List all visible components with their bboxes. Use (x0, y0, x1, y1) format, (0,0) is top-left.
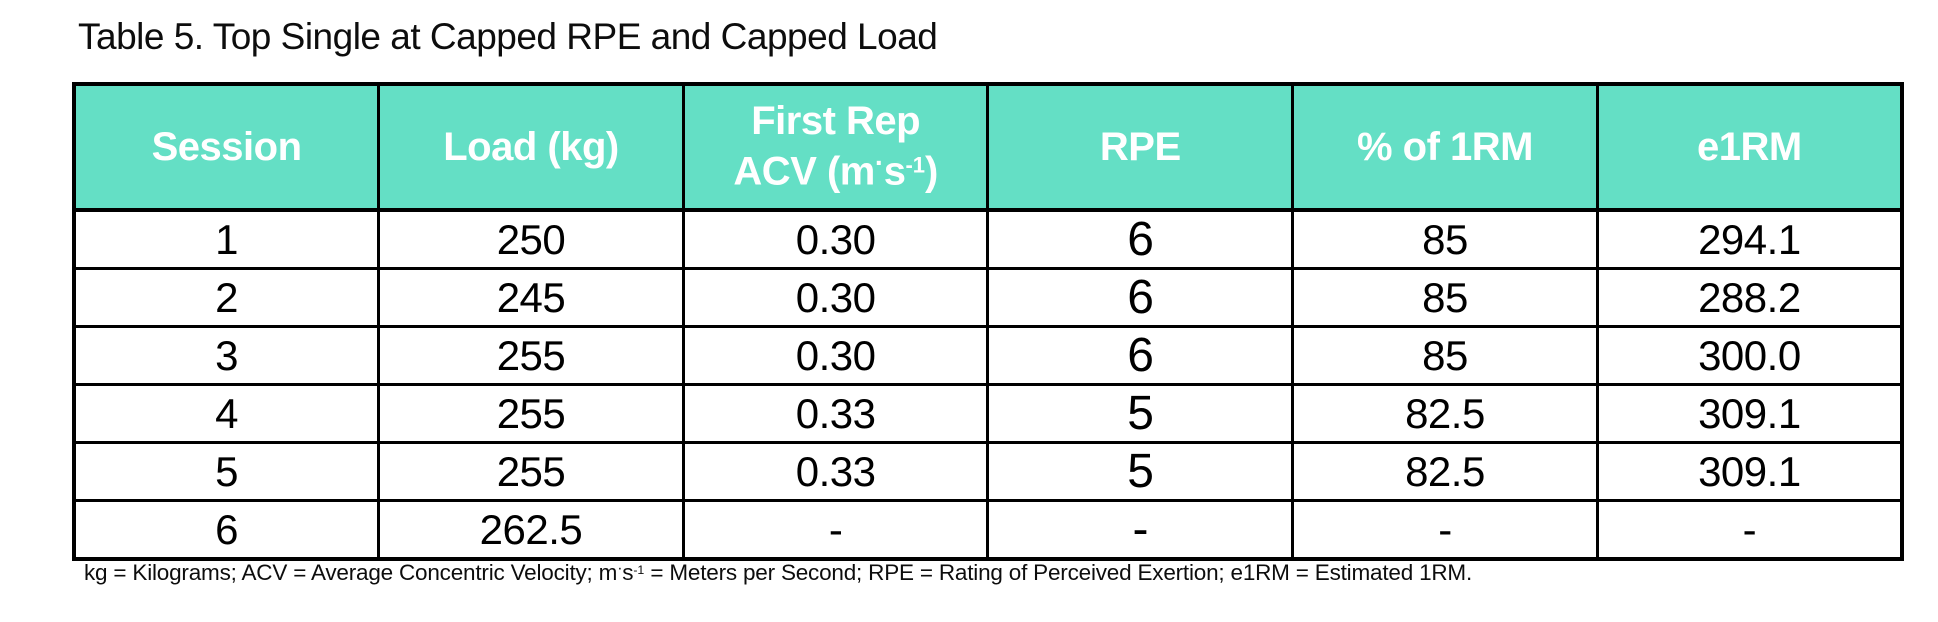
cell-e1rm: 309.1 (1595, 383, 1904, 444)
cell-rpe: 5 (986, 441, 1295, 502)
cell-acv: 0.30 (681, 325, 990, 386)
column-header-load-label: Load (kg) (443, 124, 619, 169)
column-header-acv-s: s (883, 149, 906, 194)
cell-session: 2 (72, 267, 381, 328)
superscript-minus-one: -1 (633, 562, 645, 577)
table-caption: Table 5. Top Single at Capped RPE and Ca… (78, 16, 938, 57)
cell-pct-1rm: 85 (1291, 325, 1599, 386)
cell-session: 4 (72, 383, 381, 444)
cell-session: 3 (72, 325, 381, 386)
cell-rpe: 6 (986, 267, 1295, 328)
table-header-row: Session Load (kg) First Rep ACV (m·s-1) … (72, 82, 1904, 212)
table-row: 1 250 0.30 6 85 294.1 (72, 208, 1904, 270)
cell-pct-1rm: 85 (1291, 267, 1599, 328)
column-header-rpe-label: RPE (1099, 124, 1181, 169)
results-table: Session Load (kg) First Rep ACV (m·s-1) … (72, 82, 1904, 561)
table-row: 4 255 0.33 5 82.5 309.1 (72, 383, 1904, 444)
cell-session: 1 (72, 208, 381, 270)
footnote-text-post: = Meters per Second; RPE = Rating of Per… (644, 560, 1473, 586)
cell-session: 6 (72, 499, 381, 561)
cell-rpe: 6 (986, 325, 1295, 386)
column-header-pct-1rm-label: % of 1RM (1356, 124, 1534, 169)
abbreviations-footnote: kg = Kilograms; ACV = Average Concentric… (84, 560, 1472, 586)
column-header-rpe: RPE (986, 82, 1295, 212)
cell-load: 255 (377, 383, 685, 444)
cell-acv: 0.30 (681, 208, 990, 270)
column-header-session: Session (72, 82, 381, 212)
cell-load: 255 (377, 441, 685, 502)
table-row: 6 262.5 - - - - (72, 499, 1904, 561)
column-header-session-label: Session (151, 124, 302, 169)
cell-e1rm: 288.2 (1595, 267, 1904, 328)
cell-e1rm: 294.1 (1595, 208, 1904, 270)
cell-pct-1rm: 82.5 (1291, 441, 1599, 502)
cell-acv: 0.30 (681, 267, 990, 328)
footnote-text-pre: kg = Kilograms; ACV = Average Concentric… (84, 560, 618, 586)
column-header-acv: First Rep ACV (m·s-1) (681, 82, 990, 212)
column-header-e1rm: e1RM (1595, 82, 1904, 212)
raised-dot-glyph: · (874, 147, 884, 179)
cell-rpe: - (986, 499, 1295, 561)
table-row: 5 255 0.33 5 82.5 309.1 (72, 441, 1904, 502)
cell-load: 250 (377, 208, 685, 270)
cell-e1rm: 300.0 (1595, 325, 1904, 386)
column-header-e1rm-label: e1RM (1697, 124, 1802, 169)
cell-load: 245 (377, 267, 685, 328)
superscript-minus-one: -1 (905, 152, 926, 178)
cell-load: 255 (377, 325, 685, 386)
cell-acv: - (681, 499, 990, 561)
table-row: 3 255 0.30 6 85 300.0 (72, 325, 1904, 386)
cell-pct-1rm: 85 (1291, 208, 1599, 270)
column-header-acv-line1: First Rep (751, 99, 921, 144)
cell-rpe: 6 (986, 208, 1295, 270)
cell-rpe: 5 (986, 383, 1295, 444)
cell-pct-1rm: - (1291, 499, 1599, 561)
column-header-pct-1rm: % of 1RM (1291, 82, 1599, 212)
cell-session: 5 (72, 441, 381, 502)
column-header-acv-close: ) (925, 149, 938, 194)
cell-load: 262.5 (377, 499, 685, 561)
cell-e1rm: - (1595, 499, 1904, 561)
footnote-text-s: s (622, 560, 634, 586)
column-header-load: Load (kg) (377, 82, 685, 212)
table-row: 2 245 0.30 6 85 288.2 (72, 267, 1904, 328)
cell-e1rm: 309.1 (1595, 441, 1904, 502)
column-header-acv-line2: ACV (m (733, 149, 875, 194)
cell-pct-1rm: 82.5 (1291, 383, 1599, 444)
raised-dot-glyph: · (617, 560, 623, 577)
cell-acv: 0.33 (681, 441, 990, 502)
cell-acv: 0.33 (681, 383, 990, 444)
